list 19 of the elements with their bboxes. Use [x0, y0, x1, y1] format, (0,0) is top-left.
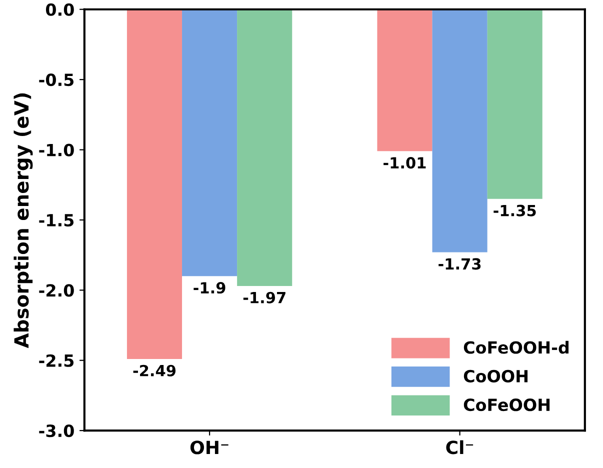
- y-tick-label: -0.5: [39, 74, 74, 86]
- data-label: -2.49: [133, 364, 176, 376]
- x-tick-label: Cl⁻: [446, 440, 474, 454]
- y-tick-label: -2.0: [39, 284, 74, 297]
- data-label: -1.01: [384, 157, 426, 169]
- y-axis-title: Absorption energy (eV): [14, 93, 33, 348]
- data-label: -1.9: [194, 282, 226, 294]
- y-tick-label: -2.5: [39, 354, 74, 367]
- y-tick-label: -1.0: [39, 144, 74, 156]
- legend-label: CoFeOOH: [464, 398, 550, 412]
- data-label: -1.73: [438, 258, 481, 270]
- y-tick-label: -1.5: [39, 214, 74, 227]
- data-label: -1.97: [243, 292, 286, 304]
- y-tick-label: 0.0: [46, 3, 74, 16]
- legend-label: CoOOH: [464, 370, 528, 382]
- legend-label: CoFeOOH-d: [464, 340, 569, 354]
- data-label: -1.35: [494, 204, 536, 216]
- x-tick-label: OH⁻: [190, 440, 228, 454]
- y-tick-label: -3.0: [39, 424, 74, 438]
